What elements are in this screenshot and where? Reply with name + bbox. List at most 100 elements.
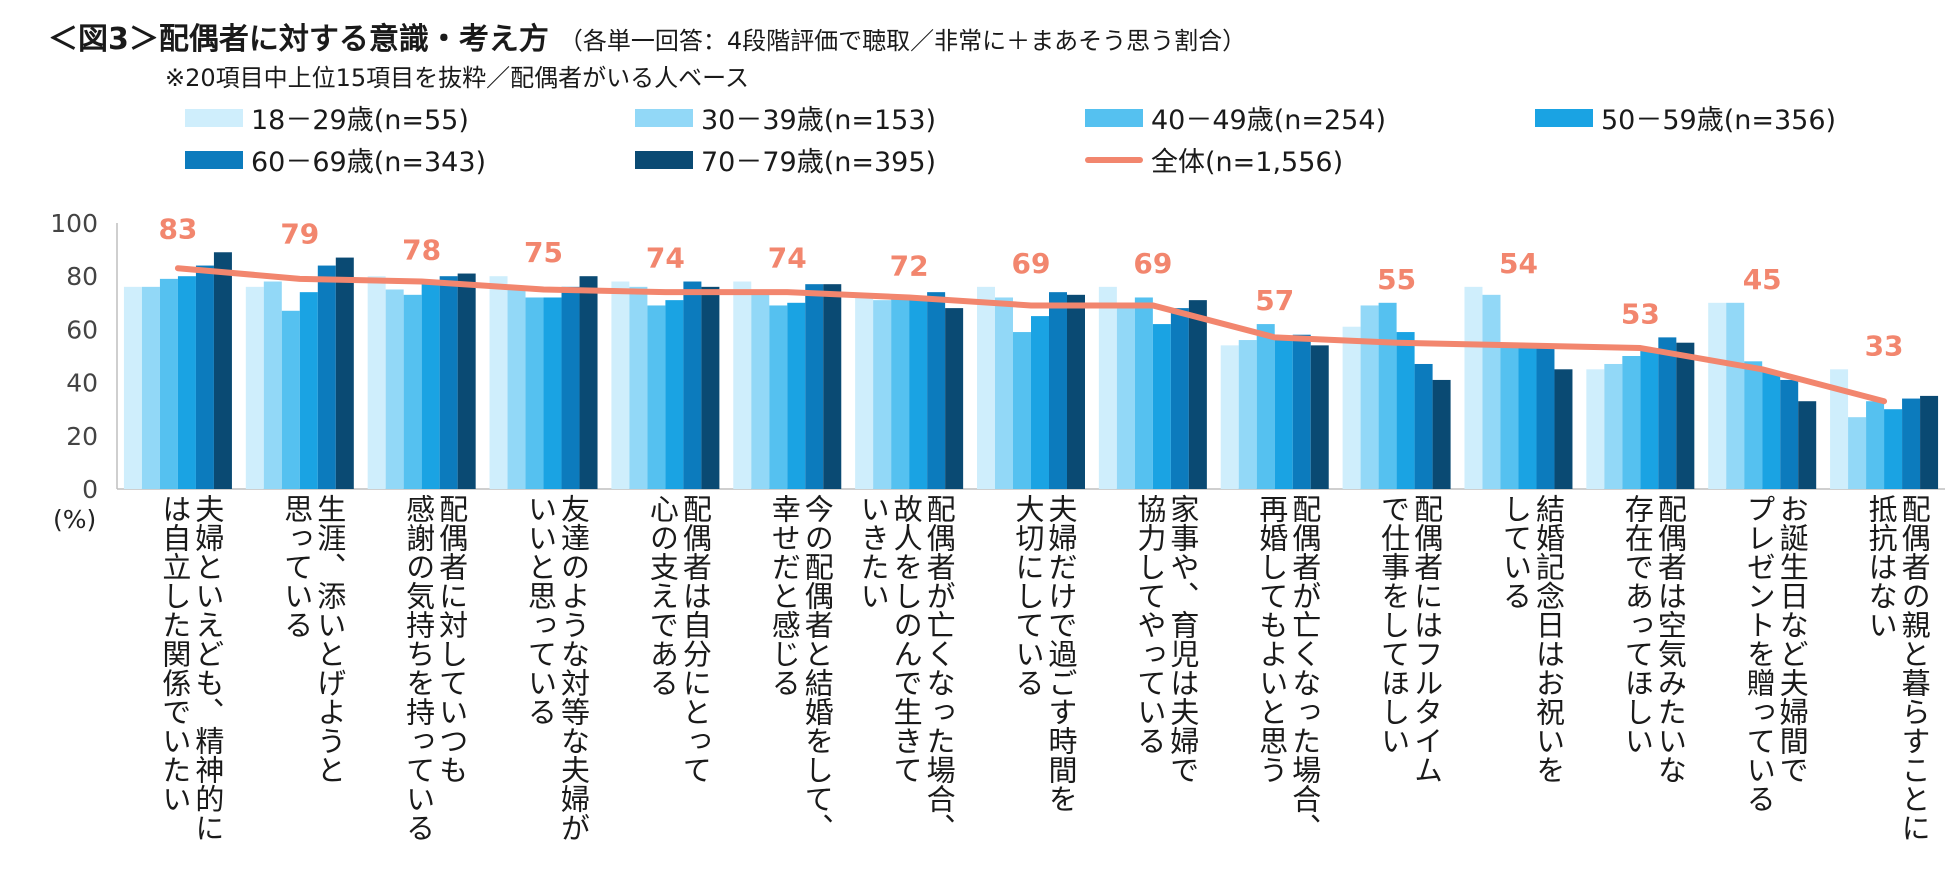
bar-series-2 [141, 286, 160, 489]
legend-swatch [635, 150, 693, 169]
category-label: 友達のような対等な夫婦が いいと思っている [523, 494, 591, 842]
bar-series-5 [1658, 337, 1677, 489]
total-data-label: 83 [158, 212, 197, 245]
bar-series-6 [1798, 401, 1817, 489]
total-data-label: 69 [1012, 247, 1051, 280]
bar-series-3 [1744, 361, 1763, 489]
total-data-label: 75 [524, 236, 563, 269]
legend-label: 70－79歳(n=395) [701, 147, 937, 178]
legend-label: 60－69歳(n=343) [251, 147, 487, 178]
bar-series-4 [1274, 337, 1293, 489]
bar-series-4 [1152, 324, 1171, 489]
bar-series-2 [1116, 302, 1135, 489]
bar-series-4 [543, 297, 562, 489]
bar-series-5 [805, 284, 824, 489]
bar-series-3 [891, 297, 910, 489]
legend-item: 60－69歳(n=343) [185, 140, 486, 179]
total-data-label: 45 [1743, 263, 1782, 296]
bar-series-3 [1378, 302, 1397, 489]
bar-series-1 [977, 286, 995, 489]
bar-series-6 [1920, 395, 1939, 489]
total-data-label: 74 [768, 242, 807, 275]
bar-series-5 [317, 265, 336, 489]
bar-series-4 [665, 300, 684, 489]
bar-series-6 [457, 273, 476, 489]
bar-series-4 [1640, 348, 1659, 489]
legend-item: 70－79歳(n=395) [635, 140, 936, 179]
category-label: 配偶者が亡くなった場合、 故人をしのんで生きて いきたい [856, 494, 957, 842]
chart-title: ＜図3＞配偶者に対する意識・考え方 （各単一回答：4段階評価で聴取／非常に＋まあそ… [48, 14, 1246, 58]
legend-line-swatch [1085, 156, 1143, 163]
bar-series-1 [733, 281, 752, 489]
bar-series-2 [507, 289, 526, 489]
bar-series-3 [1622, 356, 1641, 489]
category-label: 生涯、添いとげようと 思っている [279, 494, 347, 784]
total-line [174, 265, 1888, 405]
bar-series-6 [213, 252, 232, 489]
bar-series-6 [945, 308, 964, 489]
y-tick-label: 40 [66, 369, 98, 398]
category-label: 結婚記念日はお祝いを している [1498, 494, 1566, 784]
legend-label: 18－29歳(n=55) [251, 105, 469, 136]
bar-series-3 [159, 278, 178, 489]
bar-series-4 [1031, 316, 1049, 489]
bar-series-3 [769, 305, 788, 489]
bar-series-2 [385, 289, 404, 489]
bar-series-5 [561, 286, 580, 489]
y-tick-label: 20 [66, 422, 98, 451]
bar-series-5 [1536, 348, 1555, 489]
bar-series-4 [1884, 409, 1903, 489]
legend-item: 全体(n=1,556) [1085, 140, 1343, 179]
bar-series-3 [1256, 324, 1275, 489]
bar-series-2 [1848, 417, 1867, 489]
legend-label: 50－59歳(n=356) [1601, 105, 1837, 136]
bar-series-2 [1238, 340, 1257, 489]
bar-series-4 [299, 292, 318, 489]
bar-series-6 [1310, 345, 1329, 489]
bar-series-2 [629, 286, 648, 489]
legend-label: 40－49歳(n=254) [1151, 105, 1387, 136]
bar-series-5 [1902, 398, 1921, 489]
bar-series-3 [525, 297, 544, 489]
total-data-label: 74 [646, 242, 685, 275]
bar-series-1 [611, 281, 630, 489]
bar-series-6 [335, 257, 354, 489]
category-label: 夫婦だけで過ごす時間を 大切にしている [1011, 494, 1078, 813]
total-data-label: 79 [280, 218, 319, 251]
bar-series-5 [927, 292, 946, 489]
bar-series-4 [1396, 332, 1415, 489]
bar-series-6 [579, 276, 598, 489]
y-tick-label: 100 [50, 209, 98, 238]
legend-item: 40－49歳(n=254) [1085, 98, 1386, 137]
total-data-label: 78 [402, 234, 441, 267]
category-label: 夫婦といえども、精神的に は自立した関係でいたい [157, 494, 225, 842]
bar-series-3 [403, 294, 422, 489]
bar-series-6 [1676, 342, 1695, 489]
bar-series-2 [1360, 305, 1379, 489]
chart-note: ※20項目中上位15項目を抜粋／配偶者がいる人ベース [165, 64, 749, 92]
title-subtitle: （各単一回答：4段階評価で聴取／非常に＋まあそう思う割合） [558, 27, 1247, 55]
bar-series-1 [1342, 326, 1361, 489]
bar-series-6 [1554, 369, 1573, 489]
legend-item: 50－59歳(n=356) [1535, 98, 1836, 137]
bar-series-4 [787, 302, 806, 489]
category-label: 配偶者に対していつも 感謝の気持ちを持っている [401, 494, 469, 842]
y-tick-label: 80 [66, 262, 98, 291]
legend: 18－29歳(n=55) 30－39歳(n=153) 40－49歳(n=254) 50… [0, 0, 1950, 200]
bar-series-2 [1604, 363, 1623, 489]
bar-series-1 [855, 294, 874, 489]
bar-series-2 [873, 300, 892, 489]
bar-series-5 [1292, 334, 1311, 489]
bar-series-3 [647, 305, 666, 489]
total-data-label: 54 [1499, 247, 1538, 280]
bar-series-2 [995, 297, 1013, 489]
bar-series-1 [489, 276, 508, 489]
legend-swatch [635, 108, 693, 127]
total-data-label: 72 [890, 249, 929, 282]
bar-series-2 [263, 281, 282, 489]
category-label: 家事や、育児は夫婦で 協力してやっている [1132, 494, 1200, 784]
category-label: 配偶者は自分にとって 心の支えである [645, 494, 713, 784]
y-axis-unit: (%) [53, 505, 96, 534]
legend-label: 全体(n=1,556) [1151, 147, 1344, 178]
